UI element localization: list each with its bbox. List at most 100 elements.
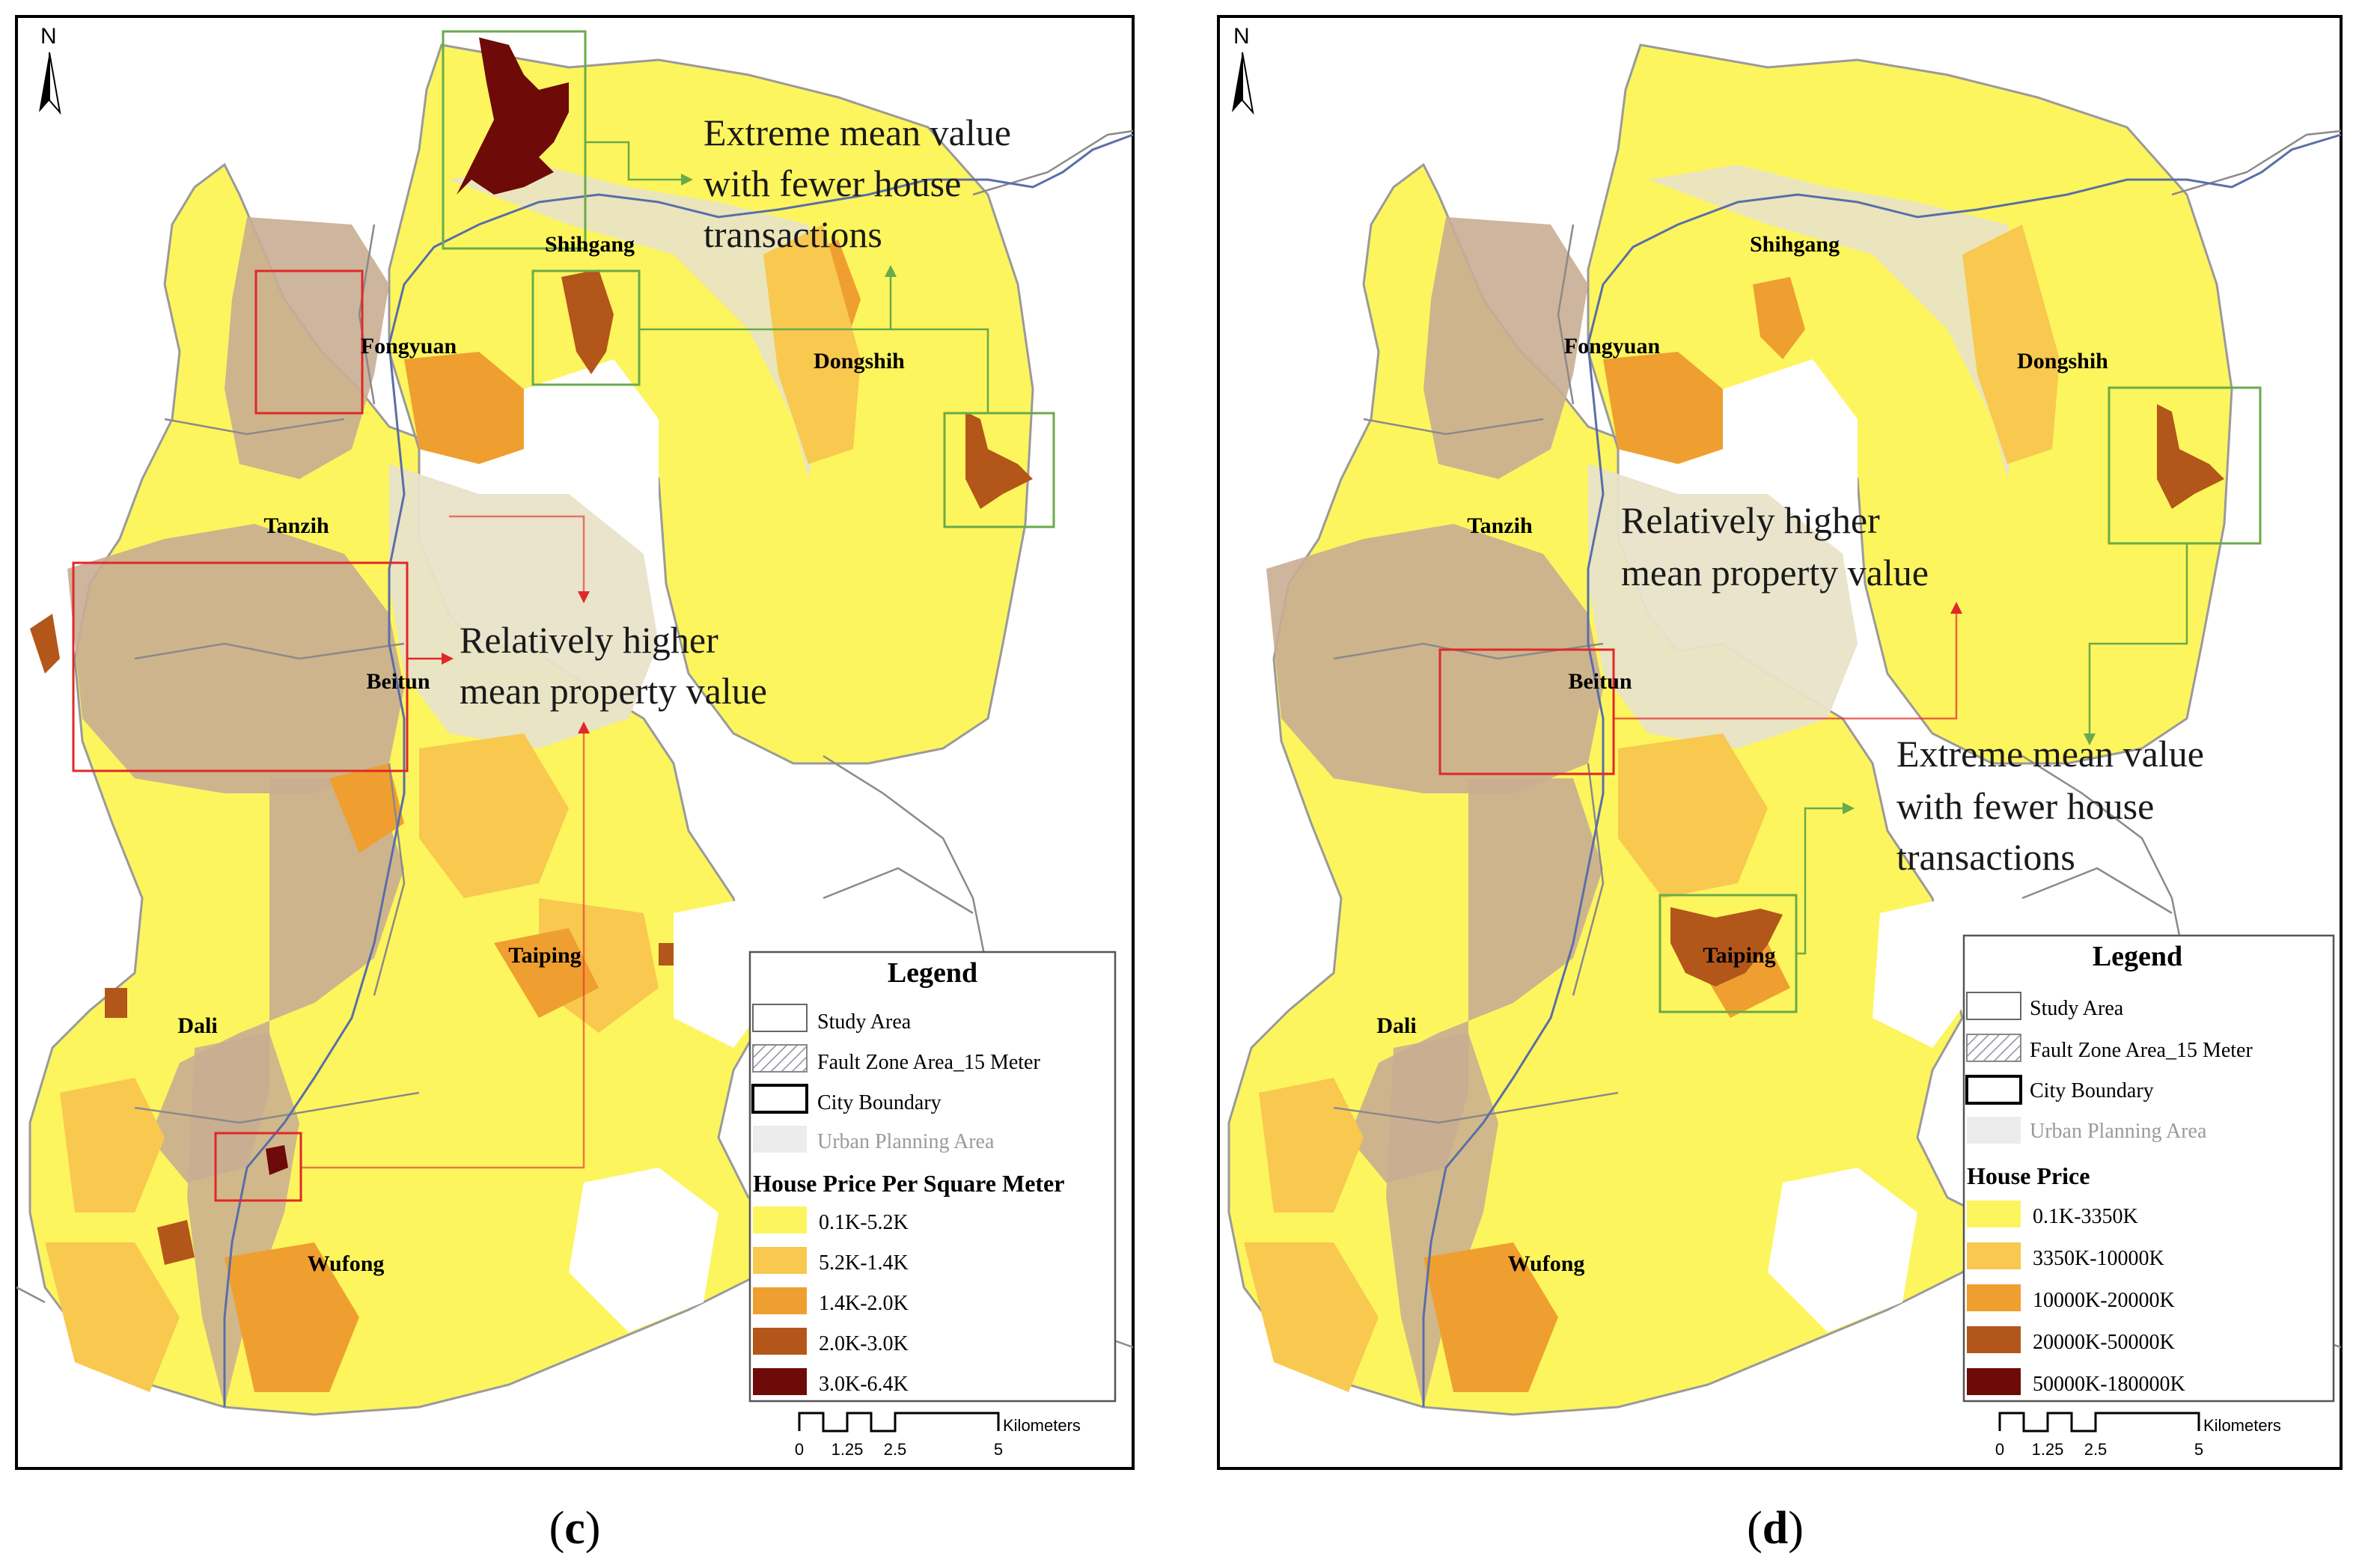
town-label: Taiping	[1703, 943, 1775, 968]
legend-item-label: Study Area	[2030, 997, 2124, 1020]
extreme-value-patch	[1670, 907, 1783, 986]
scale-tick: 0	[1995, 1440, 2004, 1459]
legend-swatch-urban-planning	[1967, 1117, 2021, 1144]
scale-tick: 5	[2194, 1440, 2203, 1459]
connector-arrows	[1614, 543, 2188, 955]
legend-swatch-city-boundary	[751, 1084, 808, 1114]
legend-box	[1962, 934, 2335, 1403]
legend-class-label: 0.1K-5.2K	[819, 1211, 909, 1234]
legend: Legend Study Area Fault Zone Area_15 Met…	[748, 951, 1117, 1403]
legend-class-swatch	[1967, 1284, 2021, 1311]
legend-swatch-study-area	[752, 1004, 808, 1032]
town-label: Tanzih	[263, 513, 329, 538]
annotation-line: transactions	[1896, 836, 2075, 878]
scale-unit: Kilometers	[1003, 1416, 1081, 1435]
annotation-higher: Relatively higher mean property value	[1621, 499, 1929, 594]
scale-bar: 0 1.25 2.5 5 Kilometers	[1995, 1412, 2281, 1459]
town-labels: Shihgang Fongyuan Dongshih Tanzih Beitun…	[1376, 232, 2108, 1276]
legend-class-label: 10000K-20000K	[2033, 1289, 2175, 1312]
urban-planning-area	[389, 464, 659, 748]
urban-planning-area	[449, 165, 838, 479]
north-label: N	[1233, 24, 1250, 49]
urban-planning-area	[1588, 464, 1858, 748]
legend-class-label: 1.4K-2.0K	[819, 1292, 909, 1315]
north-label: N	[40, 24, 57, 49]
legend-class-swatch	[753, 1247, 807, 1274]
arrow-heads	[1843, 602, 2096, 814]
panel-caption: (d)	[1747, 1503, 1804, 1554]
annotation-line: with fewer house	[1896, 785, 2154, 827]
map-panel-c: N Shihgang Fongyuan Dongshih Tanzih Beit…	[15, 15, 1135, 1554]
legend-swatch-fault-zone	[1966, 1034, 2021, 1062]
legend-class-swatch	[1967, 1368, 2021, 1395]
scale-unit: Kilometers	[2203, 1416, 2281, 1435]
scale-tick: 2.5	[884, 1440, 907, 1459]
excluded-area	[1768, 1168, 1917, 1332]
river	[223, 133, 1134, 1407]
annotation-higher: Relatively higher mean property value	[460, 619, 767, 712]
town-label: Dali	[177, 1013, 217, 1038]
built-up-area	[1386, 1033, 1498, 1407]
legend-class-swatch	[1967, 1201, 2021, 1227]
legend-swatch-study-area	[1966, 992, 2021, 1020]
legend-class-swatch	[753, 1368, 807, 1395]
scale-tick: 1.25	[2032, 1440, 2064, 1459]
built-up-area	[1266, 524, 1603, 793]
map-panel-d: N Shihgang Fongyuan Dongshih Tanzih Beit…	[1217, 15, 2343, 1554]
extreme-value-patch	[561, 269, 614, 374]
scale-tick: 0	[795, 1440, 804, 1459]
town-label: Dali	[1376, 1013, 1416, 1038]
legend-item-label: Study Area	[817, 1010, 912, 1034]
excluded-area	[569, 1168, 718, 1332]
legend-box	[748, 951, 1117, 1403]
arrow-heads	[442, 174, 897, 733]
connector-arrows	[301, 141, 989, 1169]
legend-class-label: 2.0K-3.0K	[819, 1332, 909, 1355]
town-label: Tanzih	[1467, 513, 1533, 538]
annotation-line: Extreme mean value	[704, 112, 1011, 153]
legend-item-label: City Boundary	[2030, 1079, 2154, 1102]
annotation-line: with fewer house	[704, 162, 961, 204]
legend: Legend Study Area Fault Zone Area_15 Met…	[1962, 934, 2335, 1403]
town-label: Shihgang	[545, 232, 635, 257]
legend-class-label: 5.2K-1.4K	[819, 1251, 909, 1275]
legend-class-label: 3350K-10000K	[2033, 1247, 2164, 1270]
town-label: Fongyuan	[361, 334, 457, 359]
legend-class-title: House Price	[1967, 1162, 2090, 1189]
scale-tick: 2.5	[2084, 1440, 2108, 1459]
town-label: Dongshih	[2017, 349, 2108, 373]
town-label: Wufong	[1508, 1251, 1585, 1276]
town-labels: Shihgang Fongyuan Dongshih Tanzih Beitun…	[177, 232, 905, 1276]
urban-planning-area	[1648, 165, 2037, 479]
extreme-value-patch	[266, 1145, 288, 1175]
legend-item-label: City Boundary	[817, 1091, 942, 1114]
annotation-line: Relatively higher	[460, 619, 718, 661]
legend-class-swatch	[753, 1328, 807, 1355]
legend-item-label: Urban Planning Area	[2030, 1120, 2207, 1143]
legend-swatch-city-boundary	[1965, 1075, 2022, 1105]
legend-class-label: 20000K-50000K	[2033, 1331, 2175, 1354]
built-up-area	[67, 524, 404, 793]
scale-tick: 1.25	[831, 1440, 864, 1459]
built-up-area	[1423, 217, 1588, 479]
legend-class-label: 0.1K-3350K	[2033, 1205, 2138, 1228]
north-arrow	[39, 52, 61, 115]
annotation-line: mean property value	[460, 670, 767, 712]
scale-tick: 5	[994, 1440, 1003, 1459]
town-label: Beitun	[1568, 669, 1632, 694]
legend-swatch-urban-planning	[753, 1126, 807, 1153]
price-class-patches	[30, 225, 861, 1392]
north-arrow	[1232, 52, 1254, 115]
annotation-extreme: Extreme mean value with fewer house tran…	[1896, 733, 2204, 878]
legend-class-swatch	[753, 1206, 807, 1233]
town-label: Fongyuan	[1564, 334, 1661, 359]
panel-caption: (c)	[549, 1503, 601, 1554]
town-label: Taiping	[508, 943, 581, 968]
annotation-line: transactions	[704, 213, 882, 255]
extreme-value-patch	[457, 37, 569, 195]
legend-title: Legend	[888, 957, 977, 989]
town-label: Wufong	[308, 1251, 385, 1276]
legend-swatch-fault-zone	[752, 1044, 808, 1073]
built-up-area	[187, 1033, 299, 1407]
scale-bar: 0 1.25 2.5 5 Kilometers	[795, 1412, 1081, 1459]
